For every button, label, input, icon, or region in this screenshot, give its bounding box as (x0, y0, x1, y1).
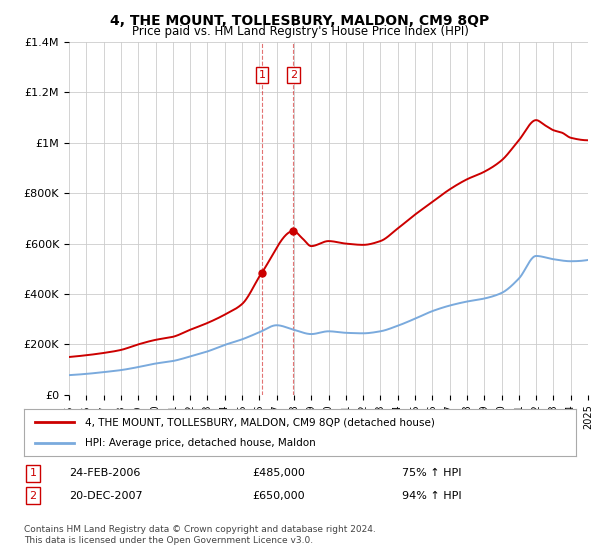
Text: 4, THE MOUNT, TOLLESBURY, MALDON, CM9 8QP: 4, THE MOUNT, TOLLESBURY, MALDON, CM9 8Q… (110, 14, 490, 28)
Text: 2: 2 (29, 491, 37, 501)
Text: £650,000: £650,000 (252, 491, 305, 501)
Text: 94% ↑ HPI: 94% ↑ HPI (402, 491, 461, 501)
Text: 1: 1 (29, 468, 37, 478)
Text: £485,000: £485,000 (252, 468, 305, 478)
Text: 75% ↑ HPI: 75% ↑ HPI (402, 468, 461, 478)
Text: 4, THE MOUNT, TOLLESBURY, MALDON, CM9 8QP (detached house): 4, THE MOUNT, TOLLESBURY, MALDON, CM9 8Q… (85, 417, 434, 427)
Text: 1: 1 (259, 70, 265, 80)
Text: 20-DEC-2007: 20-DEC-2007 (69, 491, 143, 501)
Text: HPI: Average price, detached house, Maldon: HPI: Average price, detached house, Mald… (85, 438, 316, 448)
Text: Contains HM Land Registry data © Crown copyright and database right 2024.
This d: Contains HM Land Registry data © Crown c… (24, 525, 376, 545)
Text: Price paid vs. HM Land Registry's House Price Index (HPI): Price paid vs. HM Land Registry's House … (131, 25, 469, 38)
Text: 24-FEB-2006: 24-FEB-2006 (69, 468, 140, 478)
Text: 2: 2 (290, 70, 297, 80)
